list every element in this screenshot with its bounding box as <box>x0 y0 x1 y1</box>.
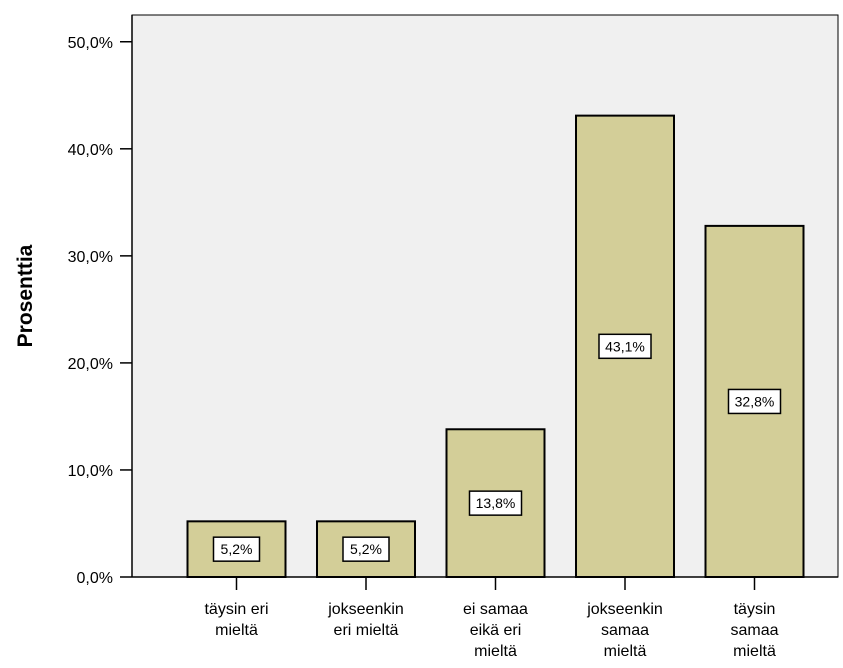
x-tick-label-line: jokseenkin <box>586 601 663 618</box>
y-tick-label: 0,0% <box>77 570 113 587</box>
y-axis-title: Prosenttia <box>14 244 37 347</box>
x-tick-label: täysin samaa mieltä <box>730 601 778 660</box>
y-tick-label: 20,0% <box>68 356 113 373</box>
x-tick-label-line: mieltä <box>733 643 776 660</box>
x-tick-label: jokseenkin eri mieltä <box>327 601 404 639</box>
x-tick-label: jokseenkin samaa mieltä <box>586 601 663 660</box>
value-label: 32,8% <box>735 393 775 409</box>
value-label: 5,2% <box>221 541 253 557</box>
x-tick-label-line: täysin eri <box>204 601 268 618</box>
value-label-box <box>468 490 523 516</box>
x-tick-label-line: jokseenkin <box>327 601 404 618</box>
x-tick-label-line: eri mieltä <box>334 622 399 639</box>
x-tick-label-line: samaa <box>601 622 649 639</box>
y-tick-label: 30,0% <box>68 249 113 266</box>
y-tick-label: 10,0% <box>68 463 113 480</box>
x-tick-label-line: samaa <box>730 622 778 639</box>
x-tick-label: ei samaa eikä eri mieltä <box>463 601 528 660</box>
x-ticks-group: täysin eri mieltä jokseenkin eri mieltä ei s… <box>204 577 779 660</box>
y-tick-label: 50,0% <box>68 35 113 52</box>
x-tick-label-line: mieltä <box>474 643 517 660</box>
value-label-box <box>212 536 261 562</box>
x-tick-label-line: täysin <box>734 601 776 618</box>
y-tick-label: 40,0% <box>68 142 113 159</box>
value-label-box <box>727 388 782 415</box>
value-label: 5,2% <box>350 541 382 557</box>
x-tick-label-line: ei samaa <box>463 601 528 618</box>
value-label: 13,8% <box>476 495 516 511</box>
x-tick-label: täysin eri mieltä <box>204 601 268 639</box>
value-label: 43,1% <box>605 338 645 354</box>
bars-group <box>186 114 805 579</box>
x-tick-label-line: eikä eri <box>470 622 522 639</box>
x-tick-label-line: mieltä <box>215 622 258 639</box>
value-label-box <box>598 333 652 360</box>
x-tick-label-line: mieltä <box>604 643 647 660</box>
y-ticks-group: 0,0% 10,0% 20,0% 30,0% 40,0% 50,0% <box>68 35 132 587</box>
value-labels-group: 5,2% 5,2% 13,8% 43,1% 32,8% <box>212 333 782 562</box>
value-label-box <box>342 536 390 562</box>
